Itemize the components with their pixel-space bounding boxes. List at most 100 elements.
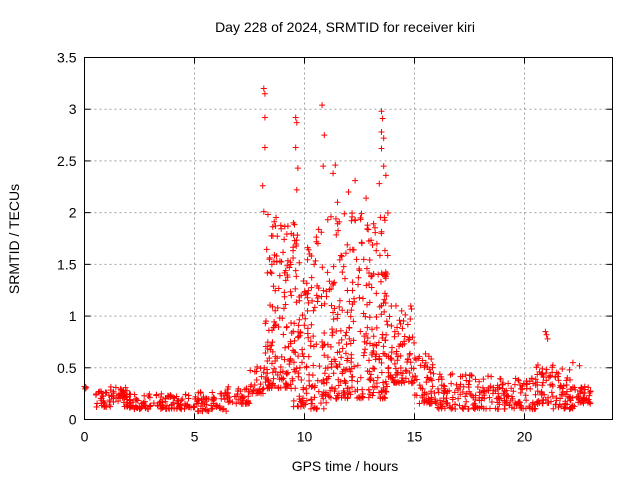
data-point — [282, 277, 289, 284]
data-point — [311, 394, 318, 401]
data-point — [285, 343, 292, 350]
data-point — [349, 210, 356, 217]
data-point — [293, 299, 300, 306]
data-point — [395, 330, 402, 337]
data-point — [267, 302, 274, 309]
data-point — [272, 307, 279, 314]
data-point — [313, 292, 320, 299]
data-point — [225, 383, 232, 390]
data-point — [323, 288, 330, 295]
data-point — [477, 389, 484, 396]
data-point — [271, 365, 278, 372]
data-point — [122, 384, 129, 391]
data-point — [548, 389, 555, 396]
data-point — [304, 244, 311, 251]
data-point — [465, 406, 472, 413]
data-point — [203, 401, 210, 408]
data-point — [350, 246, 357, 253]
data-point — [330, 316, 337, 323]
data-point — [463, 398, 470, 405]
data-point — [416, 400, 423, 407]
data-point — [429, 364, 436, 371]
data-point — [423, 391, 430, 398]
data-point — [147, 402, 154, 409]
data-point — [375, 339, 382, 346]
data-point — [314, 377, 321, 384]
data-point — [303, 280, 310, 287]
data-point — [107, 403, 114, 410]
data-point — [441, 405, 448, 412]
data-point — [290, 403, 297, 410]
data-point — [329, 326, 336, 333]
data-point — [103, 389, 110, 396]
data-point — [408, 306, 415, 313]
data-point — [359, 386, 366, 393]
data-point — [273, 258, 280, 265]
data-point — [472, 376, 479, 383]
data-point — [168, 405, 175, 412]
data-point — [296, 297, 303, 304]
data-point — [377, 278, 384, 285]
data-point — [278, 353, 285, 360]
data-point — [363, 282, 370, 289]
data-point — [492, 405, 499, 412]
data-point — [365, 357, 372, 364]
data-point — [548, 398, 555, 405]
data-point — [108, 393, 115, 400]
x-tick-label: 10 — [297, 429, 313, 445]
data-point — [358, 210, 365, 217]
y-tick-label: 2.5 — [57, 153, 77, 169]
data-point — [381, 296, 388, 303]
data-point — [485, 387, 492, 394]
data-point — [495, 390, 502, 397]
data-point — [427, 400, 434, 407]
data-point — [308, 252, 315, 259]
data-point — [562, 404, 569, 411]
data-point — [290, 359, 297, 366]
data-point — [401, 379, 408, 386]
data-point — [356, 267, 363, 274]
data-point — [401, 333, 408, 340]
data-point — [284, 274, 291, 281]
data-point — [333, 395, 340, 402]
data-point — [280, 331, 287, 338]
data-point — [267, 346, 274, 353]
data-point — [282, 344, 289, 351]
data-point — [451, 389, 458, 396]
data-point — [557, 382, 564, 389]
data-point — [345, 188, 352, 195]
data-point — [516, 399, 523, 406]
data-point — [549, 362, 556, 369]
y-tick-label: 0 — [69, 412, 77, 428]
data-point — [225, 390, 232, 397]
data-point — [290, 244, 297, 251]
data-point — [472, 402, 479, 409]
data-point — [360, 256, 367, 263]
data-point — [269, 232, 276, 239]
data-point — [419, 394, 426, 401]
data-point — [373, 324, 380, 331]
data-point — [319, 264, 326, 271]
data-point — [323, 399, 330, 406]
data-point — [302, 291, 309, 298]
data-point — [329, 332, 336, 339]
data-point — [411, 339, 418, 346]
data-point — [378, 359, 385, 366]
data-point — [332, 215, 339, 222]
data-point — [313, 406, 320, 413]
data-point — [261, 90, 268, 97]
data-point — [533, 364, 540, 371]
data-point — [292, 368, 299, 375]
data-point — [488, 399, 495, 406]
data-point — [368, 284, 375, 291]
data-point — [357, 328, 364, 335]
data-point — [158, 390, 165, 397]
y-tick-label: 1.5 — [57, 256, 77, 272]
y-tick-label: 3.5 — [57, 50, 77, 66]
data-point — [293, 273, 300, 280]
data-point — [388, 322, 395, 329]
data-point — [295, 333, 302, 340]
data-point — [284, 223, 291, 230]
data-point — [423, 399, 430, 406]
data-point — [382, 388, 389, 395]
